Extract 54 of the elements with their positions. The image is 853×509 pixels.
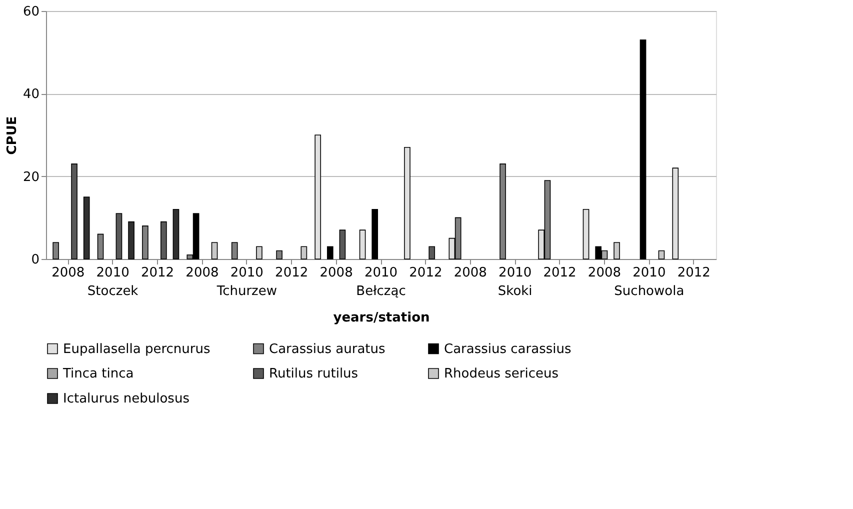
legend-label: Tinca tinca bbox=[62, 366, 134, 382]
x-tick-label: 2008 bbox=[454, 266, 487, 280]
bar bbox=[672, 168, 679, 260]
x-tick-label: 2008 bbox=[52, 266, 85, 280]
x-tick-label: 2008 bbox=[320, 266, 353, 280]
text: Stoczek bbox=[87, 284, 139, 299]
text: Skoki bbox=[498, 284, 532, 299]
bar bbox=[256, 246, 262, 260]
bar bbox=[314, 134, 322, 260]
x-tick-label: 2010 bbox=[632, 266, 666, 280]
y-tick-label: 20 bbox=[22, 170, 40, 185]
bar bbox=[614, 242, 620, 260]
y-tick-label: 0 bbox=[31, 252, 40, 268]
x-tick-label: 2010 bbox=[96, 266, 130, 280]
bar bbox=[300, 246, 308, 260]
bar bbox=[172, 209, 180, 260]
legend-label: Ictalurus nebulosus bbox=[63, 392, 190, 406]
bar bbox=[658, 250, 665, 260]
text: Tchurzew bbox=[216, 284, 278, 299]
legend-label: Carassius auratus bbox=[269, 342, 386, 357]
x-tick-label: 2008 bbox=[588, 266, 622, 280]
x-tick-label: 2010 bbox=[498, 266, 532, 280]
x-tick-label: 2012 bbox=[140, 266, 174, 280]
legend-label: Carassius carassius bbox=[444, 342, 572, 357]
bar bbox=[116, 213, 122, 260]
y-tick-label: 60 bbox=[22, 4, 40, 20]
bar bbox=[326, 246, 334, 260]
legend-label: Rutilus rutilus bbox=[269, 366, 358, 382]
bar bbox=[83, 196, 90, 260]
bar bbox=[582, 209, 590, 260]
legend-label: Rhodeus sericeus bbox=[444, 366, 559, 382]
bar bbox=[372, 209, 378, 260]
bar bbox=[640, 40, 646, 260]
bar bbox=[128, 221, 134, 260]
bar bbox=[160, 221, 167, 260]
x-tick-label: 2012 bbox=[543, 266, 576, 280]
bar bbox=[428, 246, 436, 260]
x-tick-label: 2010 bbox=[364, 266, 398, 280]
text: Bełcząc bbox=[356, 284, 406, 299]
bar bbox=[359, 230, 366, 260]
x-tick-label: 2010 bbox=[230, 266, 264, 280]
bar bbox=[339, 230, 346, 260]
text: Suchowola bbox=[614, 284, 684, 299]
x-tick-label: 2012 bbox=[275, 266, 308, 280]
legend-label: Eupallasella percnurus bbox=[63, 342, 210, 357]
bar bbox=[211, 242, 218, 260]
x-axis-title: years/station bbox=[333, 310, 430, 326]
x-tick-label: 2012 bbox=[409, 266, 442, 280]
x-tick-label: 2008 bbox=[186, 266, 219, 280]
bar bbox=[71, 164, 78, 260]
x-tick-label: 2012 bbox=[677, 266, 710, 280]
y-axis-title: CPUE bbox=[4, 116, 20, 155]
bar bbox=[404, 147, 410, 260]
y-tick-label: 40 bbox=[22, 87, 40, 102]
